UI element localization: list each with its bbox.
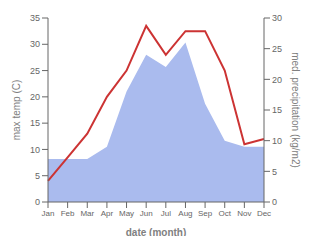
svg-text:max temp (C): max temp (C) [11, 80, 22, 141]
svg-text:5: 5 [272, 167, 277, 177]
svg-text:Jul: Jul [161, 209, 171, 218]
svg-text:Aug: Aug [178, 209, 192, 218]
svg-text:Oct: Oct [219, 209, 232, 218]
svg-text:0: 0 [35, 197, 40, 207]
svg-text:10: 10 [272, 136, 282, 146]
svg-text:25: 25 [272, 44, 282, 54]
svg-text:Dec: Dec [257, 209, 271, 218]
svg-text:date (month): date (month) [126, 227, 187, 236]
svg-text:med. precipitation (kg/m2): med. precipitation (kg/m2) [290, 52, 301, 168]
svg-text:5: 5 [35, 171, 40, 181]
svg-text:15: 15 [30, 118, 40, 128]
svg-text:Sep: Sep [198, 209, 213, 218]
svg-text:15: 15 [272, 105, 282, 115]
svg-text:Apr: Apr [101, 209, 114, 218]
svg-text:Jan: Jan [42, 209, 55, 218]
svg-text:10: 10 [30, 145, 40, 155]
svg-text:20: 20 [272, 75, 282, 85]
svg-text:35: 35 [30, 13, 40, 23]
svg-text:30: 30 [272, 13, 282, 23]
svg-text:May: May [119, 209, 134, 218]
svg-text:0: 0 [272, 197, 277, 207]
svg-text:30: 30 [30, 39, 40, 49]
svg-text:25: 25 [30, 66, 40, 76]
svg-text:Jun: Jun [140, 209, 153, 218]
svg-text:Mar: Mar [80, 209, 94, 218]
svg-text:Feb: Feb [61, 209, 75, 218]
svg-text:Nov: Nov [237, 209, 251, 218]
svg-text:20: 20 [30, 92, 40, 102]
